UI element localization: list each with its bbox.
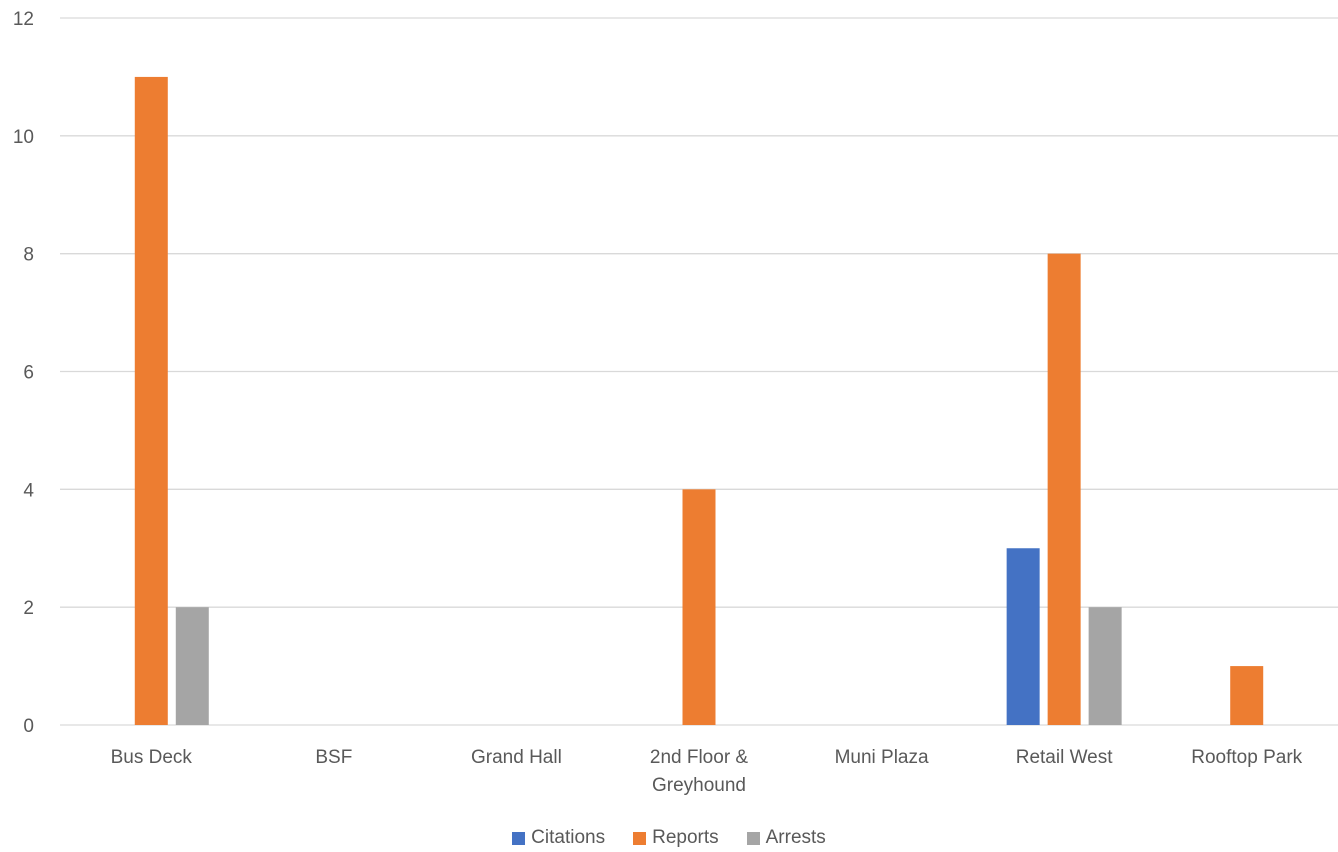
- bar-reports: [682, 489, 716, 725]
- legend-label: Reports: [652, 827, 719, 848]
- bar-reports: [134, 76, 168, 725]
- bar-arrests: [175, 607, 209, 725]
- y-axis-ticks: 0 2 4 6 8 10 12: [13, 9, 35, 737]
- legend-swatch: [746, 831, 760, 845]
- y-tick-label: 8: [23, 245, 34, 266]
- x-category-label: Muni Plaza: [835, 747, 929, 768]
- legend-swatch: [512, 831, 526, 845]
- legend-label: Arrests: [765, 827, 826, 848]
- legend-item-reports: Reports: [633, 827, 719, 849]
- bar-arrests: [1088, 607, 1122, 725]
- bar-reports: [1047, 253, 1081, 725]
- legend-item-citations: Citations: [512, 827, 605, 849]
- y-tick-label: 4: [23, 480, 34, 501]
- y-tick-label: 6: [23, 363, 34, 384]
- x-category-label: Grand Hall: [471, 747, 562, 768]
- y-tick-label: 12: [13, 9, 34, 30]
- legend-item-arrests: Arrests: [746, 827, 826, 849]
- bar-citations: [1006, 548, 1040, 725]
- y-tick-label: 10: [13, 127, 34, 148]
- x-category-label: 2nd Floor & Greyhound: [650, 747, 749, 796]
- y-tick-label: 0: [23, 716, 34, 737]
- bars: [134, 76, 1264, 725]
- x-axis-categories: Bus Deck BSF Grand Hall 2nd Floor & Greyhoun…: [111, 747, 1303, 796]
- x-category-label: Bus Deck: [111, 747, 193, 768]
- y-tick-label: 2: [23, 598, 34, 619]
- legend: Citations Reports Arrests: [0, 824, 1338, 852]
- x-category-label: Rooftop Park: [1191, 747, 1302, 768]
- x-category-label: BSF: [315, 747, 352, 768]
- bar-reports: [1230, 666, 1264, 725]
- legend-label: Citations: [531, 827, 606, 848]
- x-category-label: Retail West: [1016, 747, 1114, 768]
- legend-swatch: [633, 831, 647, 845]
